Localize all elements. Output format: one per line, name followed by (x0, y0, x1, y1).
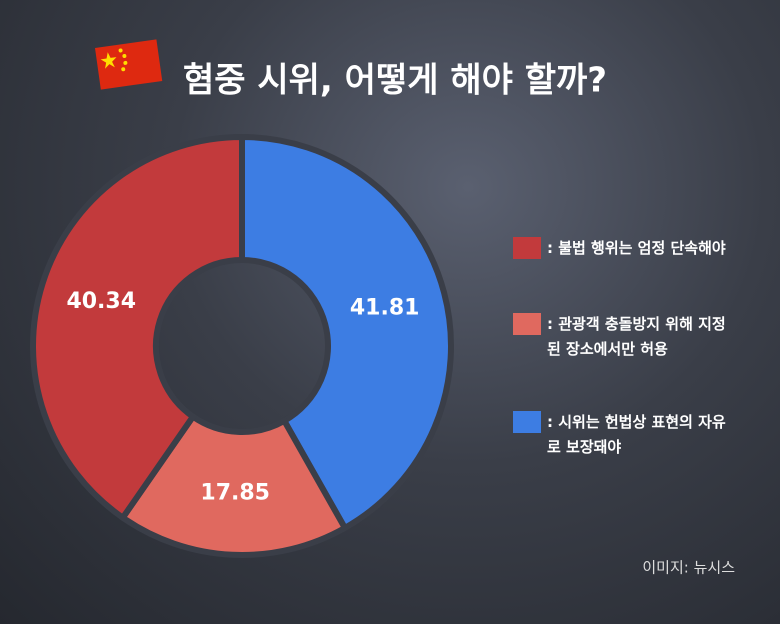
donut-segment (30, 133, 245, 522)
flag-star (123, 60, 128, 65)
legend-item: : 관광객 충돌방지 위해 지정된 장소에서만 허용 (513, 312, 737, 362)
legend-label: : 불법 행위는 엄정 단속해야 (547, 239, 726, 257)
legend-label: : 관광객 충돌방지 위해 지정된 장소에서만 허용 (547, 315, 726, 358)
donut-segment (118, 412, 349, 558)
legend-label: : 시위는 헌법상 표현의 자유로 보장돼야 (547, 413, 726, 456)
source: 이미지: 뉴시스 (642, 559, 735, 577)
donut-segment (239, 133, 454, 533)
flag-star (100, 52, 117, 69)
flag (95, 39, 163, 90)
flag-star (121, 67, 126, 72)
chart-title: 혐중 시위, 어떻게 해야 할까? (183, 61, 607, 101)
flag-icon (95, 39, 163, 90)
flag-star (118, 48, 123, 53)
legend-swatch (513, 411, 541, 433)
legend-swatch (513, 313, 541, 335)
flag-star (122, 53, 127, 58)
value-label: 17.85 (200, 480, 270, 505)
legend-swatch (513, 237, 541, 259)
legend-item: : 시위는 헌법상 표현의 자유로 보장돼야 (513, 410, 737, 460)
legend-item: : 불법 행위는 엄정 단속해야 (513, 236, 737, 261)
value-label: 41.81 (350, 295, 420, 320)
value-label: 40.34 (66, 289, 136, 314)
